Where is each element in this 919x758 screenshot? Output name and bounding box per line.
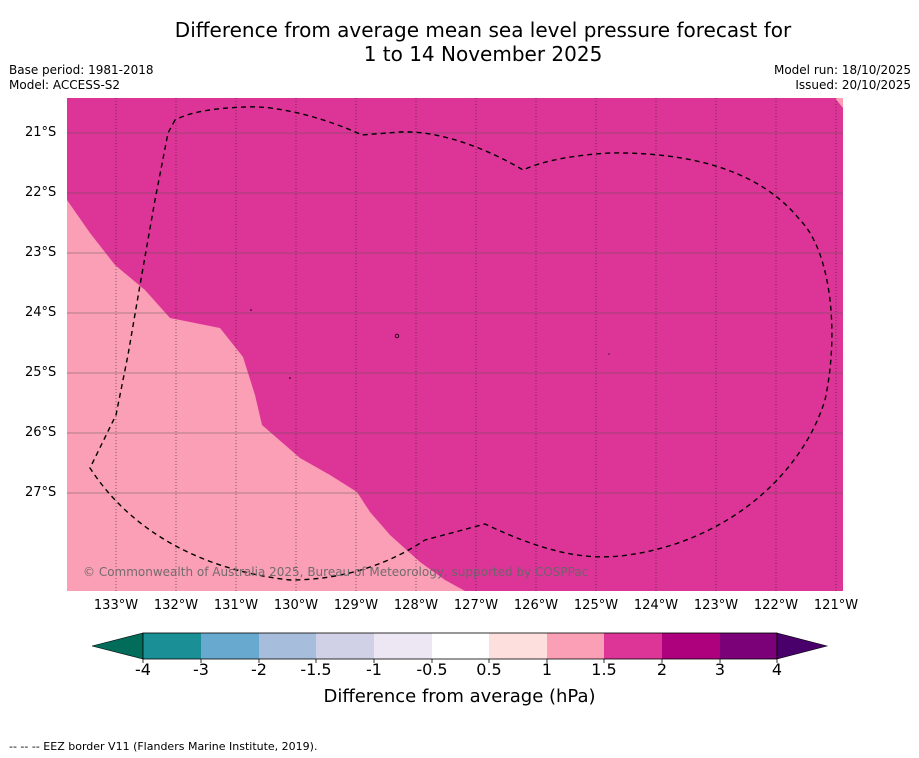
lon-label-121w: 121°W bbox=[813, 598, 859, 613]
lon-label-124w: 124°W bbox=[633, 598, 679, 613]
colorbar-tick: 0.5 bbox=[476, 660, 502, 679]
colorbar-tick: -3 bbox=[193, 660, 209, 679]
lon-label-133w: 133°W bbox=[93, 598, 139, 613]
copyright-notice: © Commonwealth of Australia 2025, Bureau… bbox=[83, 565, 589, 579]
chart-title: Difference from average mean sea level p… bbox=[0, 18, 919, 66]
lon-label-122w: 122°W bbox=[753, 598, 799, 613]
meta-right: Model run: 18/10/2025 Issued: 20/10/2025 bbox=[774, 63, 911, 93]
lat-label-23s: 23°S bbox=[25, 245, 57, 260]
lon-label-132w: 132°W bbox=[153, 598, 199, 613]
colorbar-seg bbox=[720, 633, 777, 659]
lon-label-129w: 129°W bbox=[333, 598, 379, 613]
island bbox=[394, 333, 400, 339]
colorbar-under-arrow bbox=[91, 632, 144, 660]
colorbar-tick: -2 bbox=[251, 660, 267, 679]
island bbox=[250, 309, 252, 311]
lon-label-130w: 130°W bbox=[273, 598, 319, 613]
meta-left: Base period: 1981-2018 Model: ACCESS-S2 bbox=[9, 63, 154, 93]
colorbar-seg bbox=[489, 633, 547, 659]
model-name: Model: ACCESS-S2 bbox=[9, 78, 121, 92]
colorbar-seg bbox=[374, 633, 432, 659]
lat-label-25s: 25°S bbox=[25, 365, 57, 380]
colorbar bbox=[91, 632, 829, 663]
colorbar-tick: 1 bbox=[541, 660, 553, 679]
colorbar-seg bbox=[143, 633, 201, 659]
issued-date: Issued: 20/10/2025 bbox=[795, 78, 911, 92]
eez-border bbox=[89, 106, 833, 581]
title-line-1: Difference from average mean sea level p… bbox=[174, 18, 792, 42]
lat-label-24s: 24°S bbox=[25, 305, 57, 320]
lon-label-123w: 123°W bbox=[693, 598, 739, 613]
lon-label-126w: 126°W bbox=[513, 598, 559, 613]
lon-label-128w: 128°W bbox=[393, 598, 439, 613]
colorbar-tick: 3 bbox=[714, 660, 726, 679]
island bbox=[289, 377, 291, 379]
colorbar-tick: -4 bbox=[135, 660, 151, 679]
lat-label-21s: 21°S bbox=[25, 125, 57, 140]
colorbar-seg bbox=[432, 633, 489, 659]
colorbar-seg bbox=[547, 633, 604, 659]
lat-label-22s: 22°S bbox=[25, 185, 57, 200]
lon-label-127w: 127°W bbox=[453, 598, 499, 613]
lat-label-27s: 27°S bbox=[25, 485, 57, 500]
colorbar-seg bbox=[259, 633, 316, 659]
longitude-gridlines bbox=[115, 98, 837, 591]
colorbar-tick: 1.5 bbox=[591, 660, 617, 679]
island bbox=[608, 353, 610, 355]
colorbar-tick: 4 bbox=[771, 660, 783, 679]
colorbar-tick: -1.5 bbox=[300, 660, 332, 679]
colorbar-tick: -1 bbox=[366, 660, 382, 679]
anomaly-corner bbox=[835, 98, 843, 108]
colorbar-seg bbox=[604, 633, 662, 659]
colorbar-seg bbox=[201, 633, 259, 659]
lat-label-26s: 26°S bbox=[25, 425, 57, 440]
colorbar-title: Difference from average (hPa) bbox=[323, 686, 596, 707]
lon-label-125w: 125°W bbox=[573, 598, 619, 613]
colorbar-seg bbox=[316, 633, 374, 659]
lon-label-131w: 131°W bbox=[213, 598, 259, 613]
base-period: Base period: 1981-2018 bbox=[9, 63, 154, 77]
model-run: Model run: 18/10/2025 bbox=[773, 63, 911, 77]
colorbar-tick: -0.5 bbox=[416, 660, 448, 679]
eez-footnote: -- -- -- EEZ border V11 (Flanders Marine… bbox=[9, 740, 318, 753]
title-line-2: 1 to 14 November 2025 bbox=[363, 42, 603, 66]
latitude-gridlines bbox=[67, 132, 843, 494]
colorbar-seg bbox=[662, 633, 720, 659]
colorbar-tick: 2 bbox=[656, 660, 668, 679]
colorbar-over-arrow bbox=[776, 632, 829, 660]
